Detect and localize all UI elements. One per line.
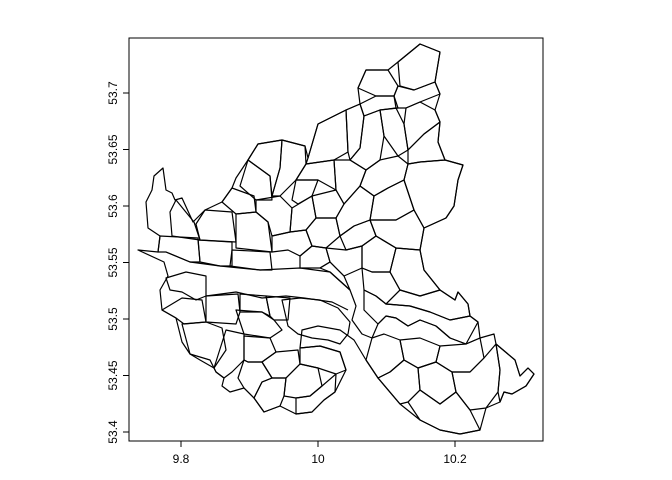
district-c14	[271, 229, 313, 257]
district-w3	[181, 321, 227, 369]
district-s1	[261, 349, 301, 379]
district-w2	[161, 297, 207, 325]
district-se2	[399, 337, 441, 369]
district-c7	[235, 211, 273, 253]
district-n17	[363, 289, 479, 345]
district-c23	[339, 219, 377, 251]
y-tick-label: 53.4	[106, 420, 120, 444]
x-tick-label: 10	[311, 452, 325, 466]
district-c3	[157, 235, 201, 263]
x-tick-label: 9.8	[173, 452, 190, 466]
y-tick-label: 53.45	[106, 360, 120, 390]
y-tick-label: 53.7	[106, 81, 120, 105]
district-n15	[361, 267, 401, 305]
district-w9	[265, 295, 291, 321]
district-n2	[379, 107, 409, 157]
district-c4	[169, 199, 201, 241]
district-se4	[377, 359, 421, 405]
harbour-lower	[205, 291, 349, 311]
district-c10	[271, 139, 307, 197]
district-c20	[345, 103, 365, 161]
district-s4	[299, 345, 347, 375]
district-c19	[305, 109, 349, 165]
district-s5	[295, 373, 337, 415]
district-se1	[365, 333, 405, 379]
y-tick-label: 53.5	[106, 307, 120, 331]
district-n3	[357, 69, 399, 97]
district-c2	[197, 239, 233, 267]
district-s3	[283, 363, 323, 399]
y-tick-label: 53.65	[106, 134, 120, 164]
y-axis: 53.4 53.45 53.5 53.55 53.6 53.65 53.7	[106, 81, 130, 444]
district-c5	[195, 209, 237, 243]
district-n14	[389, 247, 441, 297]
district-c24	[325, 245, 363, 277]
district-se7	[407, 389, 481, 435]
district-s6	[237, 359, 273, 399]
district-wilhelmsburg	[281, 297, 351, 345]
district-se5	[417, 361, 457, 405]
district-c16	[305, 217, 341, 249]
district-c9	[247, 139, 283, 197]
district-c22	[335, 185, 375, 237]
district-se6	[451, 343, 501, 411]
district-w4	[205, 293, 241, 325]
district-c6	[221, 187, 257, 215]
district-c17	[311, 189, 345, 219]
district-c1	[229, 249, 273, 271]
y-tick-label: 53.6	[106, 194, 120, 218]
district-w6	[213, 329, 245, 379]
district-w1	[165, 271, 207, 301]
x-tick-label: 10.2	[443, 452, 467, 466]
x-axis: 9.8 10 10.2	[173, 440, 467, 466]
district-n8	[407, 121, 446, 165]
district-n5	[359, 95, 399, 117]
district-w8	[239, 293, 271, 317]
district-c25	[319, 261, 351, 291]
district-c11	[255, 195, 293, 237]
district-se8	[495, 343, 535, 403]
y-tick-label: 53.55	[106, 247, 120, 277]
district-n10	[403, 159, 464, 229]
district-n12	[369, 209, 425, 251]
district-w7	[243, 335, 277, 363]
district-outlines	[137, 43, 535, 435]
